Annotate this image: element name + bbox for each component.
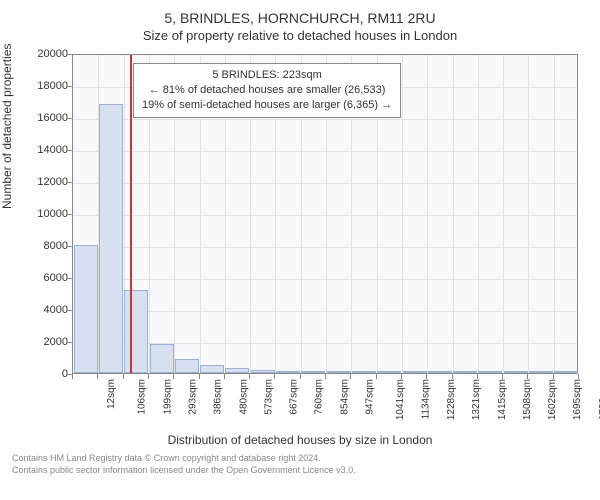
histogram-bar bbox=[504, 371, 528, 373]
histogram-bar bbox=[175, 359, 199, 373]
histogram-bar bbox=[74, 245, 98, 373]
histogram-bar bbox=[200, 365, 224, 373]
y-tick-label: 16000 bbox=[18, 112, 68, 124]
x-tick-label: 1602sqm bbox=[547, 379, 558, 420]
x-tick-label: 1134sqm bbox=[420, 379, 431, 419]
x-tick-label: 573sqm bbox=[263, 379, 274, 415]
x-tick-label: 1041sqm bbox=[395, 379, 406, 420]
annotation-box: 5 BRINDLES: 223sqm ← 81% of detached hou… bbox=[133, 63, 401, 118]
histogram-bar bbox=[478, 371, 502, 373]
histogram-bar bbox=[377, 371, 401, 373]
y-tick-label: 12000 bbox=[18, 176, 68, 188]
x-tick-label: 667sqm bbox=[289, 379, 300, 415]
footnote: Contains HM Land Registry data © Crown c… bbox=[12, 453, 588, 476]
histogram-bar bbox=[529, 371, 553, 373]
histogram-bar bbox=[403, 371, 427, 373]
page-subtitle: Size of property relative to detached ho… bbox=[12, 28, 588, 43]
y-tick-label: 10000 bbox=[18, 208, 68, 220]
histogram-bar bbox=[225, 368, 249, 373]
histogram-bar bbox=[124, 290, 148, 373]
x-tick-label: 760sqm bbox=[314, 379, 325, 415]
histogram-bar bbox=[150, 344, 174, 373]
histogram-bar bbox=[428, 371, 452, 373]
histogram-bar bbox=[453, 371, 477, 373]
x-tick-label: 12sqm bbox=[106, 379, 117, 409]
y-tick-label: 6000 bbox=[18, 272, 68, 284]
x-tick-label: 199sqm bbox=[162, 379, 173, 415]
x-tick-label: 106sqm bbox=[137, 379, 148, 415]
histogram-bar bbox=[352, 371, 376, 373]
y-tick-label: 14000 bbox=[18, 144, 68, 156]
x-tick-label: 1228sqm bbox=[446, 379, 457, 420]
x-tick-label: 1415sqm bbox=[497, 379, 508, 420]
y-tick-label: 2000 bbox=[18, 336, 68, 348]
x-tick-label: 480sqm bbox=[238, 379, 249, 415]
x-tick-label: 1695sqm bbox=[573, 379, 584, 420]
x-tick-label: 1321sqm bbox=[471, 379, 482, 420]
x-tick-label: 386sqm bbox=[213, 379, 224, 415]
histogram-bar bbox=[554, 371, 578, 373]
y-tick-label: 8000 bbox=[18, 240, 68, 252]
marker-line bbox=[130, 55, 132, 373]
annotation-line1: 5 BRINDLES: 223sqm bbox=[142, 68, 392, 83]
histogram-bar bbox=[301, 371, 325, 373]
annotation-line2: ← 81% of detached houses are smaller (26… bbox=[142, 83, 392, 98]
y-tick-label: 0 bbox=[18, 368, 68, 380]
x-axis-label: Distribution of detached houses by size … bbox=[12, 433, 588, 447]
footnote-line2: Contains public sector information licen… bbox=[12, 465, 588, 477]
y-tick-label: 20000 bbox=[18, 48, 68, 60]
x-tick-label: 1508sqm bbox=[522, 379, 533, 420]
y-tick-label: 18000 bbox=[18, 80, 68, 92]
histogram-bar bbox=[327, 371, 351, 373]
chart-wrapper: Number of detached properties 0200040006… bbox=[12, 49, 588, 429]
x-tick-label: 947sqm bbox=[365, 379, 376, 415]
page-title: 5, BRINDLES, HORNCHURCH, RM11 2RU bbox=[12, 10, 588, 26]
histogram-bar bbox=[251, 370, 275, 373]
x-tick-label: 293sqm bbox=[187, 379, 198, 415]
x-tick-label: 854sqm bbox=[339, 379, 350, 415]
histogram-bar bbox=[276, 371, 300, 373]
y-axis-label: Number of detached properties bbox=[0, 44, 14, 209]
annotation-line3: 19% of semi-detached houses are larger (… bbox=[142, 98, 392, 113]
footnote-line1: Contains HM Land Registry data © Crown c… bbox=[12, 453, 588, 465]
y-tick-label: 4000 bbox=[18, 304, 68, 316]
histogram-bar bbox=[99, 104, 123, 373]
plot-area: 5 BRINDLES: 223sqm ← 81% of detached hou… bbox=[72, 54, 578, 374]
